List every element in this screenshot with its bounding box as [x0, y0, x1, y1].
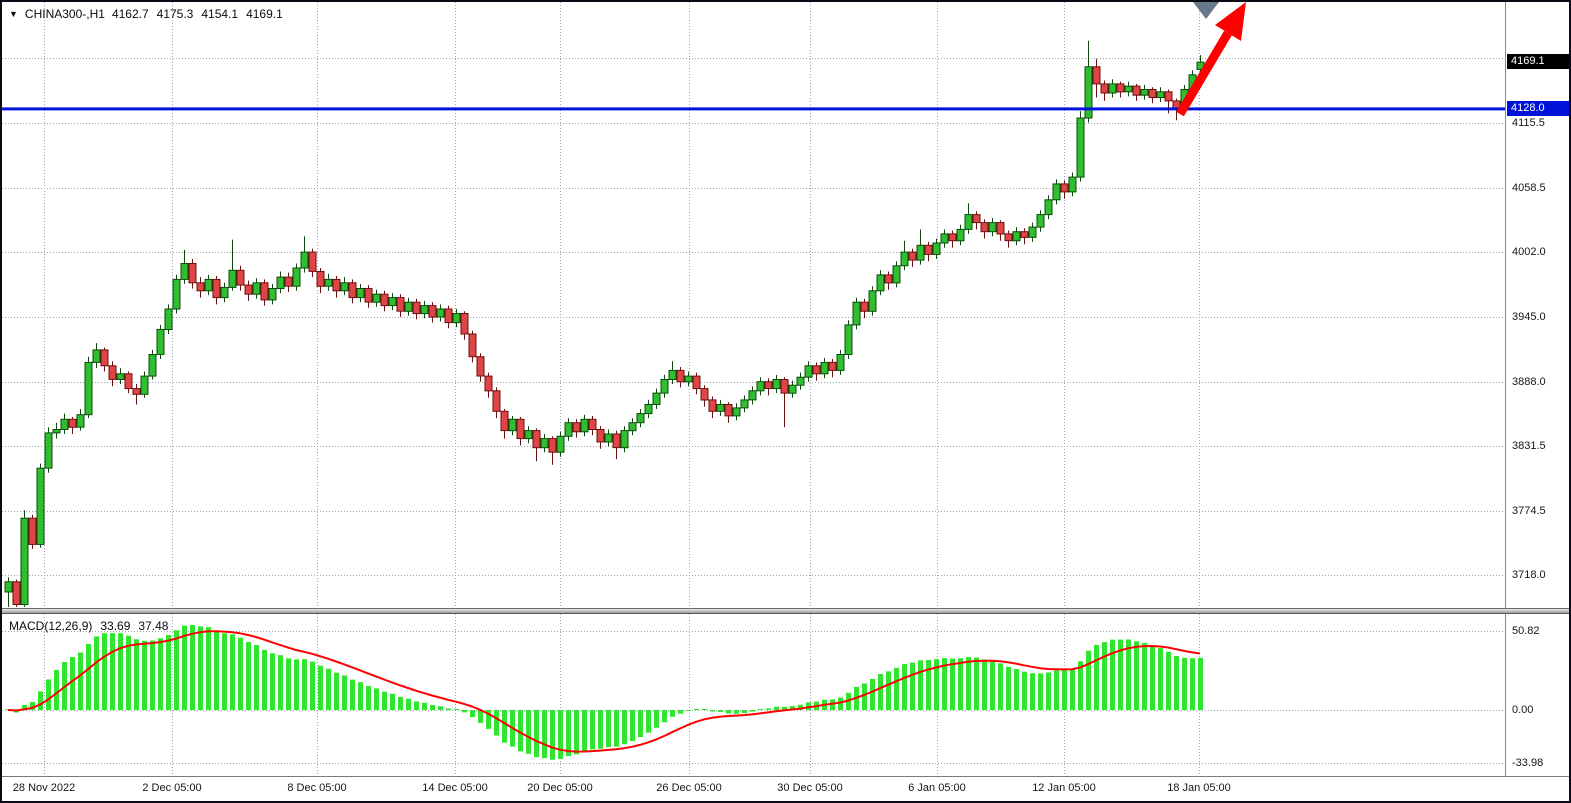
price-axis-label: 4115.5 [1512, 117, 1545, 129]
macd-header: MACD(12,26,9) 33.69 37.48 [9, 619, 168, 633]
macd-axis[interactable]: 50.82 0.00 -33.98 [1505, 614, 1569, 776]
ohlc-close: 4169.1 [246, 7, 283, 21]
time-axis-label: 30 Dec 05:00 [777, 782, 843, 794]
horizontal-line-object[interactable] [2, 107, 1505, 111]
symbol-title: CHINA300-,H1 [24, 7, 105, 21]
triangle-marker-object[interactable] [1193, 2, 1219, 19]
ohlc-low: 4154.1 [201, 7, 239, 21]
macd-axis-label: 50.82 [1512, 625, 1540, 637]
price-axis-label: 3774.5 [1512, 505, 1546, 517]
time-axis-label: 2 Dec 05:00 [142, 782, 202, 794]
time-axis-label: 12 Jan 05:00 [1032, 782, 1096, 794]
price-axis-label: 3831.5 [1512, 440, 1546, 452]
time-axis-label: 14 Dec 05:00 [422, 782, 488, 794]
time-axis-label: 6 Jan 05:00 [908, 782, 966, 794]
time-axis-label: 26 Dec 05:00 [656, 782, 722, 794]
trend-arrow-object[interactable] [1176, 2, 1246, 117]
hline-price-label: 4128.0 [1507, 101, 1569, 116]
time-axis-label: 8 Dec 05:00 [287, 782, 347, 794]
ohlc-high: 4175.3 [156, 7, 194, 21]
chart-header: ▼ CHINA300-,H1 4162.7 4175.3 4154.1 4169… [9, 7, 283, 21]
price-axis-label: 4058.5 [1512, 182, 1546, 194]
symbol-dropdown-icon[interactable]: ▼ [9, 9, 18, 19]
time-axis[interactable]: 28 Nov 2022 2 Dec 05:00 8 Dec 05:00 14 Dec … [2, 776, 1569, 801]
macd-axis-label: 0.00 [1512, 704, 1534, 716]
price-axis[interactable]: 4169.1 4128.0 4115.5 4058.5 4002.0 3945.0 38… [1505, 2, 1569, 608]
ohlc-open: 4162.7 [111, 7, 149, 21]
panel-splitter[interactable] [2, 608, 1569, 614]
price-axis-label: 3718.0 [1512, 569, 1546, 581]
price-axis-label: 3888.0 [1512, 376, 1546, 388]
macd-value: 33.69 [100, 619, 131, 633]
candlestick-series [4, 40, 1205, 607]
time-axis-label: 20 Dec 05:00 [527, 782, 593, 794]
price-chart-canvas[interactable] [2, 2, 1505, 608]
price-axis-label: 3945.0 [1512, 311, 1546, 323]
time-axis-label: 28 Nov 2022 [12, 782, 76, 794]
macd-signal-line [7, 630, 1201, 753]
macd-histogram [6, 625, 1203, 760]
macd-title: MACD(12,26,9) [9, 619, 93, 633]
current-price-label: 4169.1 [1507, 54, 1569, 69]
macd-indicator-canvas[interactable] [2, 614, 1505, 776]
time-axis-label: 18 Jan 05:00 [1167, 782, 1231, 794]
price-axis-label: 4002.0 [1512, 246, 1546, 258]
macd-signal-value: 37.48 [138, 619, 169, 633]
ohlc-readout: 4162.7 4175.3 4154.1 4169.1 [112, 7, 283, 21]
macd-axis-label: -33.98 [1512, 757, 1544, 769]
